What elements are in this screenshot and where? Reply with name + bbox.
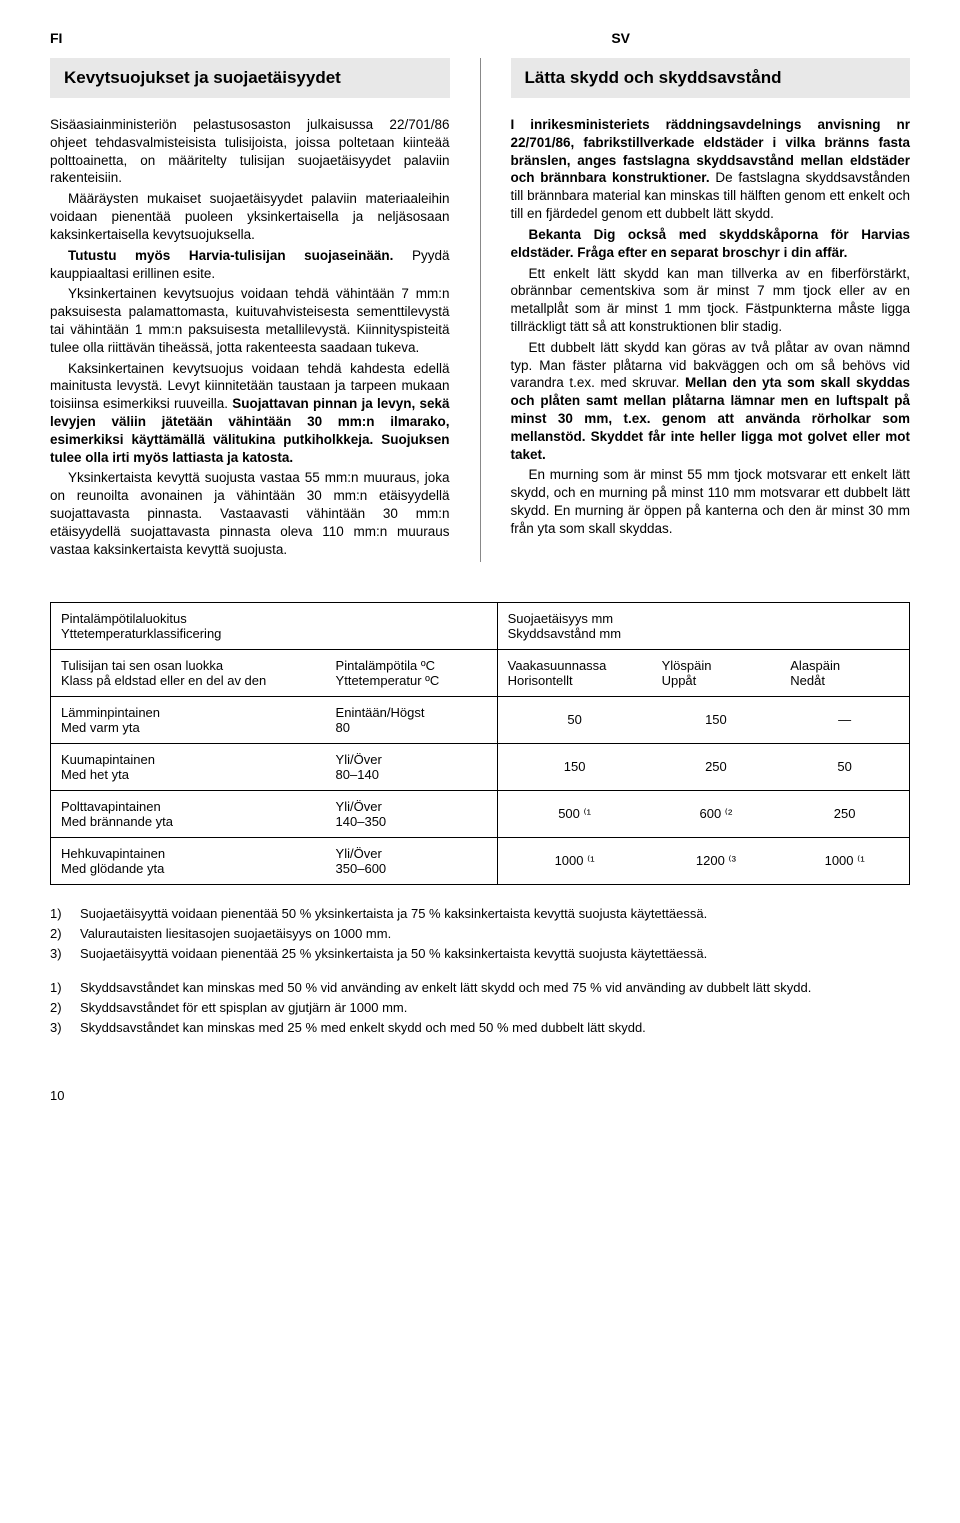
table-subheader-row: Tulisijan tai sen osan luokka Klass på e…	[51, 649, 909, 696]
two-column-body: Kevytsuojukset ja suojaetäisyydet Sisäas…	[50, 58, 910, 562]
cell: 250	[652, 743, 781, 790]
sub-col4: Ylöspäin Uppåt	[652, 649, 781, 696]
cell: Enintään/Högst80	[326, 696, 498, 743]
sub-col1: Tulisijan tai sen osan luokka Klass på e…	[51, 649, 326, 696]
footnote: 1)Skyddsavståndet kan minskas med 50 % v…	[50, 979, 910, 997]
table-row: PolttavapintainenMed brännande ytaYli/Öv…	[51, 790, 909, 837]
fi-p2: Määräysten mukaiset suojaetäisyydet pala…	[50, 190, 450, 243]
title-box-sv: Lätta skydd och skyddsavstånd	[511, 58, 911, 98]
cell: 50	[780, 743, 909, 790]
fi-p5: Kaksinkertainen kevytsuojus voidaan tehd…	[50, 360, 450, 467]
hdr-left: Pintalämpötilaluokitus Yttetemperaturkla…	[51, 603, 497, 650]
cell: Yli/Över80–140	[326, 743, 498, 790]
footnote: 3)Suojaetäisyyttä voidaan pienentää 25 %…	[50, 945, 910, 963]
cell: HehkuvapintainenMed glödande yta	[51, 837, 326, 884]
cell: Yli/Över350–600	[326, 837, 498, 884]
cell: KuumapintainenMed het yta	[51, 743, 326, 790]
cell: 150	[497, 743, 651, 790]
title-fi: Kevytsuojukset ja suojaetäisyydet	[64, 68, 436, 88]
table-header-row: Pintalämpötilaluokitus Yttetemperaturkla…	[51, 603, 909, 650]
cell: 250	[780, 790, 909, 837]
cell: 150	[652, 696, 781, 743]
cell: LämminpintainenMed varm yta	[51, 696, 326, 743]
sv-p1: I inrikesministeriets räddningsavdelning…	[511, 116, 911, 223]
page-number: 10	[50, 1088, 910, 1103]
cell: 1000 ⁽¹	[497, 837, 651, 884]
fi-p3: Tutustu myös Harvia-tulisijan suojaseinä…	[50, 247, 450, 283]
sub-col3: Vaakasuunnassa Horisontellt	[497, 649, 651, 696]
footnote: 1)Suojaetäisyyttä voidaan pienentää 50 %…	[50, 905, 910, 923]
cell: 1000 ⁽¹	[780, 837, 909, 884]
cell: 500 ⁽¹	[497, 790, 651, 837]
column-sv: Lätta skydd och skyddsavstånd I inrikesm…	[480, 58, 911, 562]
cell: —	[780, 696, 909, 743]
footnotes-sv: 1)Skyddsavståndet kan minskas med 50 % v…	[50, 979, 910, 1038]
column-fi: Kevytsuojukset ja suojaetäisyydet Sisäas…	[50, 58, 450, 562]
title-sv: Lätta skydd och skyddsavstånd	[525, 68, 897, 88]
classification-table: Pintalämpötilaluokitus Yttetemperaturkla…	[50, 602, 910, 885]
cell: 1200 ⁽³	[652, 837, 781, 884]
sv-p2: Bekanta Dig också med skyddskåporna för …	[511, 226, 911, 262]
footnotes-fi: 1)Suojaetäisyyttä voidaan pienentää 50 %…	[50, 905, 910, 964]
fi-p4: Yksinkertainen kevytsuojus voidaan tehdä…	[50, 285, 450, 356]
hdr-right: Suojaetäisyys mm Skyddsavstånd mm	[497, 603, 909, 650]
lang-left: FI	[50, 30, 62, 46]
footnote: 2)Skyddsavståndet för ett spisplan av gj…	[50, 999, 910, 1017]
table-row: LämminpintainenMed varm ytaEnintään/Högs…	[51, 696, 909, 743]
cell: 50	[497, 696, 651, 743]
table-row: KuumapintainenMed het ytaYli/Över80–1401…	[51, 743, 909, 790]
footnote: 3)Skyddsavståndet kan minskas med 25 % m…	[50, 1019, 910, 1037]
language-header: FI SV	[50, 30, 910, 46]
table-row: HehkuvapintainenMed glödande ytaYli/Över…	[51, 837, 909, 884]
sv-p4: Ett dubbelt lätt skydd kan göras av två …	[511, 339, 911, 464]
cell: Yli/Över140–350	[326, 790, 498, 837]
cell: 600 ⁽²	[652, 790, 781, 837]
cell: PolttavapintainenMed brännande yta	[51, 790, 326, 837]
fi-p1: Sisäasiainministeriön pelastusosaston ju…	[50, 116, 450, 187]
sub-col2: Pintalämpötila ºC Yttetemperatur ºC	[326, 649, 498, 696]
footnote: 2)Valurautaisten liesitasojen suojaetäis…	[50, 925, 910, 943]
sv-p3: Ett enkelt lätt skydd kan man tillverka …	[511, 265, 911, 336]
lang-right: SV	[611, 30, 910, 46]
fi-p6: Yksinkertaista kevyttä suojusta vastaa 5…	[50, 469, 450, 558]
sub-col5: Alaspäin Nedåt	[780, 649, 909, 696]
sv-p5: En murning som är minst 55 mm tjock mots…	[511, 466, 911, 537]
title-box-fi: Kevytsuojukset ja suojaetäisyydet	[50, 58, 450, 98]
